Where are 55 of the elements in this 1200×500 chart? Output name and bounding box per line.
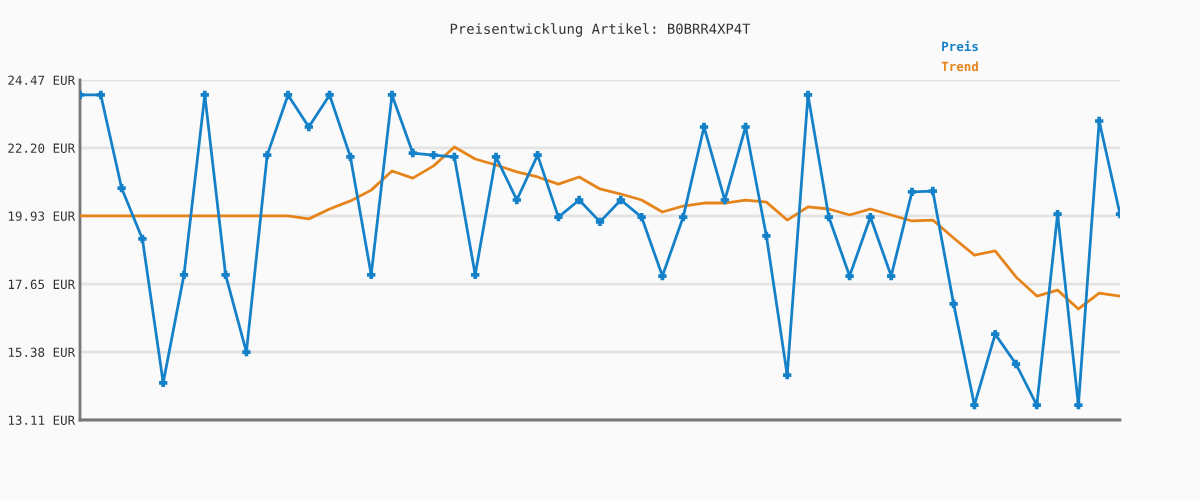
point	[263, 150, 272, 160]
point	[595, 217, 605, 227]
point	[179, 270, 189, 280]
text: Preis	[942, 40, 978, 52]
point	[283, 90, 293, 100]
point	[970, 400, 979, 410]
point	[221, 270, 230, 280]
point	[554, 212, 563, 222]
point	[1095, 116, 1104, 126]
chart-title: Preisentwicklung Artikel: B0BRR4XP4T	[450, 23, 751, 37]
y-tick-label: 24.47 EUR	[8, 75, 76, 85]
point	[803, 90, 813, 100]
point	[949, 299, 958, 309]
y-tick-label: 22.20 EUR	[8, 143, 76, 153]
point	[117, 183, 126, 193]
point	[679, 212, 688, 222]
point	[845, 271, 854, 281]
point	[325, 90, 334, 100]
point	[533, 150, 542, 160]
y-tick-label: 15.38 EUR	[8, 347, 76, 358]
point	[575, 195, 584, 205]
point	[658, 271, 667, 281]
y-tick-label: 17.65 EUR	[8, 279, 76, 290]
y-tick-label: 19.93 EUR	[8, 211, 76, 221]
point	[1074, 400, 1083, 410]
point	[1053, 209, 1062, 219]
point	[367, 270, 376, 280]
point	[928, 186, 937, 196]
point	[387, 90, 397, 100]
point	[991, 329, 1000, 339]
point	[762, 231, 771, 241]
point	[783, 370, 792, 380]
point	[616, 195, 625, 205]
point	[304, 122, 313, 132]
point	[408, 148, 417, 158]
line-series	[80, 145, 1120, 311]
point	[138, 234, 147, 244]
point	[637, 212, 646, 222]
point	[450, 152, 459, 162]
point	[159, 378, 168, 388]
point	[429, 150, 438, 160]
point	[1032, 400, 1041, 410]
point	[346, 152, 355, 162]
point	[200, 90, 209, 100]
point	[824, 212, 833, 222]
point	[96, 90, 105, 100]
point	[887, 271, 896, 281]
text: Trend	[941, 61, 978, 72]
point	[907, 187, 917, 197]
point	[471, 270, 480, 280]
point	[1011, 359, 1021, 369]
point	[741, 122, 750, 132]
point	[242, 347, 251, 357]
y-tick-label: 13.11 EUR	[8, 415, 76, 425]
point	[512, 195, 521, 205]
